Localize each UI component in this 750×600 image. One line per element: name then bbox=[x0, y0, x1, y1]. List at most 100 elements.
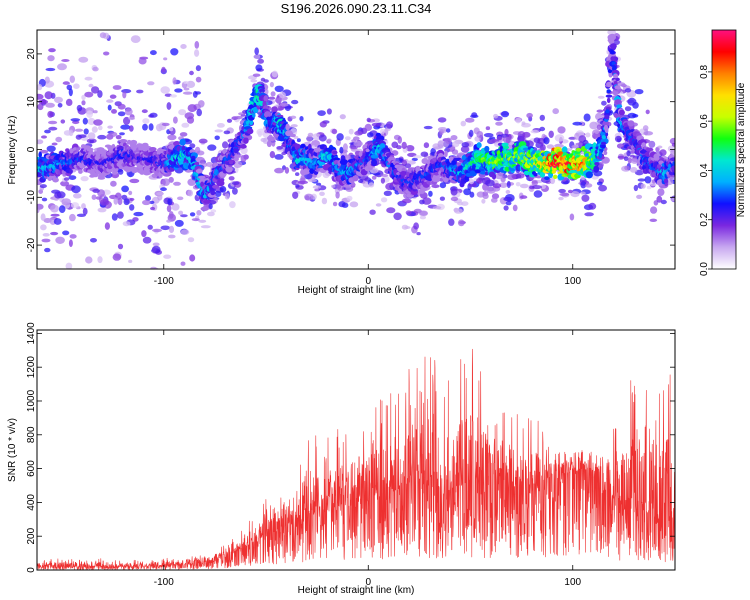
heatmap-cell bbox=[133, 211, 144, 217]
heatmap-cell bbox=[166, 102, 172, 110]
heatmap-cell bbox=[593, 165, 600, 173]
heatmap-cell bbox=[393, 212, 402, 221]
heatmap-cell bbox=[386, 207, 396, 214]
heatmap-cell bbox=[50, 231, 59, 236]
heatmap-cell bbox=[166, 205, 172, 213]
heatmap-cell bbox=[157, 193, 163, 201]
heatmap-cell bbox=[99, 32, 107, 39]
heatmap-cell bbox=[42, 233, 50, 237]
heatmap-cell bbox=[269, 81, 274, 88]
heatmap-cell bbox=[276, 146, 283, 150]
heatmap-cell bbox=[198, 138, 208, 144]
heatmap-cell bbox=[173, 181, 181, 186]
heatmap-cell bbox=[109, 94, 117, 99]
heatmap-cell bbox=[189, 254, 196, 262]
heatmap-cell bbox=[439, 196, 445, 201]
heatmap-cell bbox=[453, 208, 463, 214]
heatmap-cell bbox=[48, 120, 58, 125]
heatmap-cell bbox=[553, 174, 558, 179]
heatmap-cell bbox=[573, 145, 579, 149]
heatmap-cell bbox=[401, 141, 407, 149]
heatmap-cell bbox=[191, 218, 200, 222]
heatmap-cell bbox=[290, 124, 298, 128]
heatmap-cell bbox=[371, 122, 382, 127]
heatmap-cell bbox=[338, 201, 346, 208]
heatmap-cell bbox=[503, 196, 513, 202]
heatmap-cell bbox=[37, 139, 44, 145]
heatmap-cell bbox=[476, 131, 484, 138]
heatmap-cell bbox=[331, 128, 338, 135]
heatmap-cell bbox=[411, 157, 418, 162]
heatmap-cell bbox=[312, 185, 321, 189]
heatmap-cell bbox=[669, 137, 675, 145]
heatmap-cell bbox=[252, 73, 261, 77]
heatmap-cell bbox=[108, 131, 118, 137]
heatmap-cell bbox=[194, 41, 200, 49]
heatmap-cell bbox=[624, 106, 632, 112]
heatmap-cell bbox=[476, 142, 482, 149]
heatmap-cell bbox=[588, 202, 597, 210]
heatmap-cell bbox=[111, 213, 118, 221]
heatmap-cell bbox=[63, 177, 70, 181]
heatmap-cell bbox=[601, 100, 607, 106]
heatmap-cell bbox=[483, 133, 494, 138]
heatmap-cell bbox=[170, 48, 179, 56]
heatmap-cell bbox=[37, 93, 44, 100]
heatmap-cell bbox=[174, 219, 184, 227]
heatmap-cell bbox=[73, 83, 80, 89]
heatmap-cell bbox=[152, 267, 160, 269]
heatmap-cell bbox=[413, 222, 419, 230]
heatmap-cell bbox=[549, 177, 556, 185]
heatmap-cell bbox=[68, 175, 77, 181]
heatmap-cell bbox=[495, 121, 503, 126]
heatmap-cell bbox=[171, 203, 180, 211]
heatmap-cell bbox=[93, 119, 103, 126]
heatmap-cell bbox=[142, 199, 151, 206]
heatmap-cell bbox=[207, 211, 215, 217]
heatmap-cell bbox=[482, 193, 489, 200]
heatmap-cell bbox=[643, 131, 654, 136]
heatmap-cell bbox=[532, 185, 542, 190]
heatmap-cell bbox=[119, 19, 129, 24]
heatmap-cell bbox=[47, 110, 54, 118]
heatmap-cell bbox=[93, 110, 98, 114]
heatmap-cell bbox=[603, 150, 608, 156]
heatmap-cell bbox=[533, 137, 541, 143]
heatmap-cell bbox=[63, 130, 72, 136]
heatmap-cell bbox=[58, 205, 66, 214]
heatmap-cell bbox=[512, 204, 518, 212]
heatmap-cell bbox=[596, 109, 604, 113]
heatmap-cell bbox=[274, 154, 284, 160]
heatmap-cell bbox=[232, 187, 238, 195]
heatmap-cell bbox=[352, 175, 359, 182]
heatmap-cell bbox=[222, 141, 229, 149]
heatmap-cell bbox=[246, 128, 254, 135]
heatmap-cell bbox=[121, 89, 132, 94]
heatmap-cell bbox=[605, 109, 610, 114]
heatmap-cell bbox=[521, 121, 526, 126]
heatmap-cell bbox=[629, 154, 635, 158]
heatmap-cell bbox=[450, 196, 459, 202]
heatmap-cell bbox=[68, 88, 73, 97]
heatmap-cell bbox=[179, 138, 186, 146]
heatmap-cell bbox=[574, 132, 580, 140]
heatmap-cell bbox=[57, 63, 67, 71]
heatmap-cell bbox=[160, 187, 167, 192]
heatmap-cell bbox=[42, 274, 47, 279]
heatmap-cell bbox=[428, 190, 433, 197]
heatmap-cell bbox=[342, 143, 348, 152]
heatmap-cell bbox=[581, 194, 590, 202]
heatmap-cell bbox=[76, 213, 86, 217]
heatmap-cell bbox=[539, 126, 546, 132]
heatmap-cell bbox=[249, 119, 254, 126]
heatmap-cell bbox=[180, 214, 188, 218]
heatmap-cell bbox=[172, 77, 177, 85]
heatmap-cell bbox=[543, 137, 550, 145]
heatmap-cell bbox=[608, 33, 616, 41]
heatmap-cell bbox=[129, 178, 140, 184]
heatmap-cell bbox=[90, 238, 97, 243]
heatmap-cell bbox=[98, 125, 103, 131]
heatmap-cell bbox=[141, 109, 148, 114]
heatmap-cell bbox=[649, 218, 658, 222]
heatmap-cell bbox=[580, 181, 587, 189]
